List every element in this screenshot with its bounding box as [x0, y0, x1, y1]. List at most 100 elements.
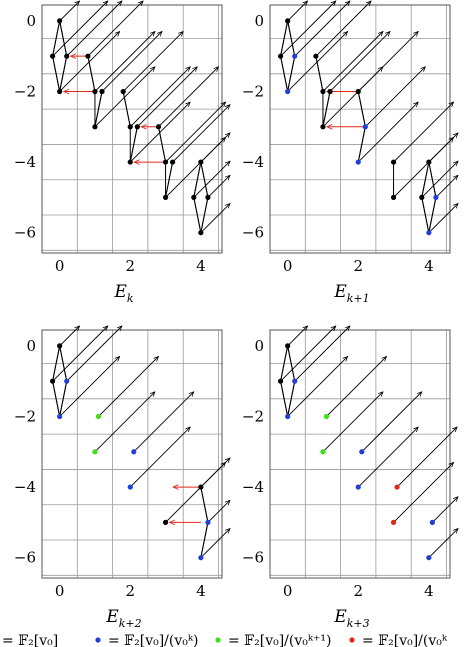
tower-arrow	[94, 392, 155, 453]
tower-arrow	[315, 1, 371, 57]
y-tick-label: −4	[242, 153, 264, 171]
tower-arrow	[432, 497, 458, 523]
tower-arrow	[287, 31, 348, 92]
tower-edge	[421, 197, 430, 233]
tower-edge	[59, 20, 68, 57]
black-dot	[85, 53, 91, 59]
tower-edges	[280, 345, 296, 417]
tower-arrow	[129, 427, 190, 488]
green-legend-dot	[215, 637, 221, 643]
tower-arrow	[133, 392, 194, 453]
grid	[269, 4, 451, 254]
y-tick-label: −6	[14, 549, 36, 567]
x-tick-label: 4	[196, 582, 206, 600]
tower-arrow	[357, 102, 418, 163]
y-tick-label: −2	[14, 407, 36, 425]
tower-edge	[52, 56, 61, 92]
tower-arrow	[322, 31, 383, 92]
tower-arrow	[207, 500, 230, 523]
tower-arrow	[52, 326, 108, 382]
differentials	[64, 56, 166, 162]
x-tick-label: 0	[283, 582, 293, 600]
blue-dot	[359, 449, 365, 455]
panel-title-subscript: k+3	[347, 617, 370, 630]
black-dot	[170, 159, 176, 165]
x-tick-label: 4	[424, 257, 434, 275]
tower-arrow	[393, 102, 454, 163]
tower-edge	[52, 345, 61, 382]
tower-edge	[421, 161, 430, 198]
y-tick-label: −6	[242, 549, 264, 567]
tower-arrow	[207, 175, 230, 198]
tower-arrow	[280, 1, 336, 57]
black-dot	[120, 88, 126, 95]
black-dot	[285, 343, 291, 349]
black-dot	[320, 88, 326, 95]
tower-arrow	[428, 204, 458, 234]
plot-frame	[41, 329, 223, 579]
tower-arrows	[280, 326, 458, 559]
tower-edge	[357, 126, 366, 163]
x-tick-label: 2	[353, 257, 363, 275]
black-dot	[198, 230, 204, 236]
panel-title-subscript: k+1	[347, 292, 370, 305]
blue-dot	[426, 230, 432, 236]
x-tick-label: 4	[196, 257, 206, 275]
tower-edge	[59, 345, 68, 382]
panel-title: Ek+2	[105, 607, 141, 630]
tower-edge	[428, 161, 437, 198]
tower-arrow	[136, 67, 197, 128]
tower-edge	[193, 161, 202, 198]
tower-arrow	[101, 31, 162, 92]
x-tick-label: 2	[353, 582, 363, 600]
tower-edge	[193, 197, 202, 233]
black-dot	[198, 484, 204, 490]
tower-arrow	[200, 529, 230, 559]
black-dot	[426, 159, 432, 165]
black-dot	[205, 194, 211, 200]
black-dot	[64, 53, 70, 59]
y-tick-label: −2	[242, 407, 264, 425]
blue-dot	[198, 555, 204, 561]
tower-arrow	[326, 356, 386, 417]
panel-title: Ek+1	[333, 282, 369, 305]
x-tick-label: 2	[125, 257, 135, 275]
legend-label: = 𝔽₂[v₀]/(v₀ᵏ)	[108, 633, 198, 647]
black-dot	[99, 88, 105, 95]
y-tick-label: 0	[26, 12, 36, 30]
tower-arrow	[428, 133, 458, 163]
tower-arrows	[280, 1, 458, 234]
black-dot	[390, 159, 397, 165]
plot-frame	[269, 329, 451, 579]
tower-arrow	[287, 326, 308, 347]
blue-dot	[64, 378, 70, 384]
tower-edges	[52, 345, 209, 558]
green-dot	[95, 413, 102, 420]
x-tick-label: 2	[125, 582, 135, 600]
tower-arrow	[129, 67, 190, 128]
blue-dot	[426, 555, 432, 561]
y-tick-label: −4	[14, 153, 36, 171]
plot-frame	[269, 4, 451, 254]
tower-arrow	[287, 356, 348, 417]
black-dot	[134, 124, 140, 130]
red-dot	[390, 519, 397, 525]
tower-arrow	[129, 102, 190, 163]
blue-dot	[205, 519, 211, 525]
legend: = 𝔽₂[v₀] = 𝔽₂[v₀]/(v₀ᵏ) = 𝔽₂[v₀]/(v₀ᵏ⁺¹) = …	[2, 633, 448, 647]
tower-edge	[280, 381, 289, 417]
red-legend-dot	[349, 637, 355, 643]
black-dot	[327, 88, 333, 95]
tower-arrow	[98, 356, 158, 417]
blue-dot	[362, 124, 368, 130]
black-dot	[285, 18, 291, 24]
tower-arrows	[52, 326, 230, 559]
tower-arrow	[435, 175, 458, 198]
panel-e-k-plus-1: 0 2 4 0 −2 −4 −6 Ek+1	[242, 1, 458, 305]
dots	[277, 343, 435, 561]
panel-title: Ek	[113, 282, 133, 305]
tower-arrow	[158, 67, 218, 128]
black-dot	[277, 378, 284, 384]
legend-label: = 𝔽₂[v₀]	[2, 633, 58, 647]
y-tick-label: −6	[14, 224, 36, 242]
